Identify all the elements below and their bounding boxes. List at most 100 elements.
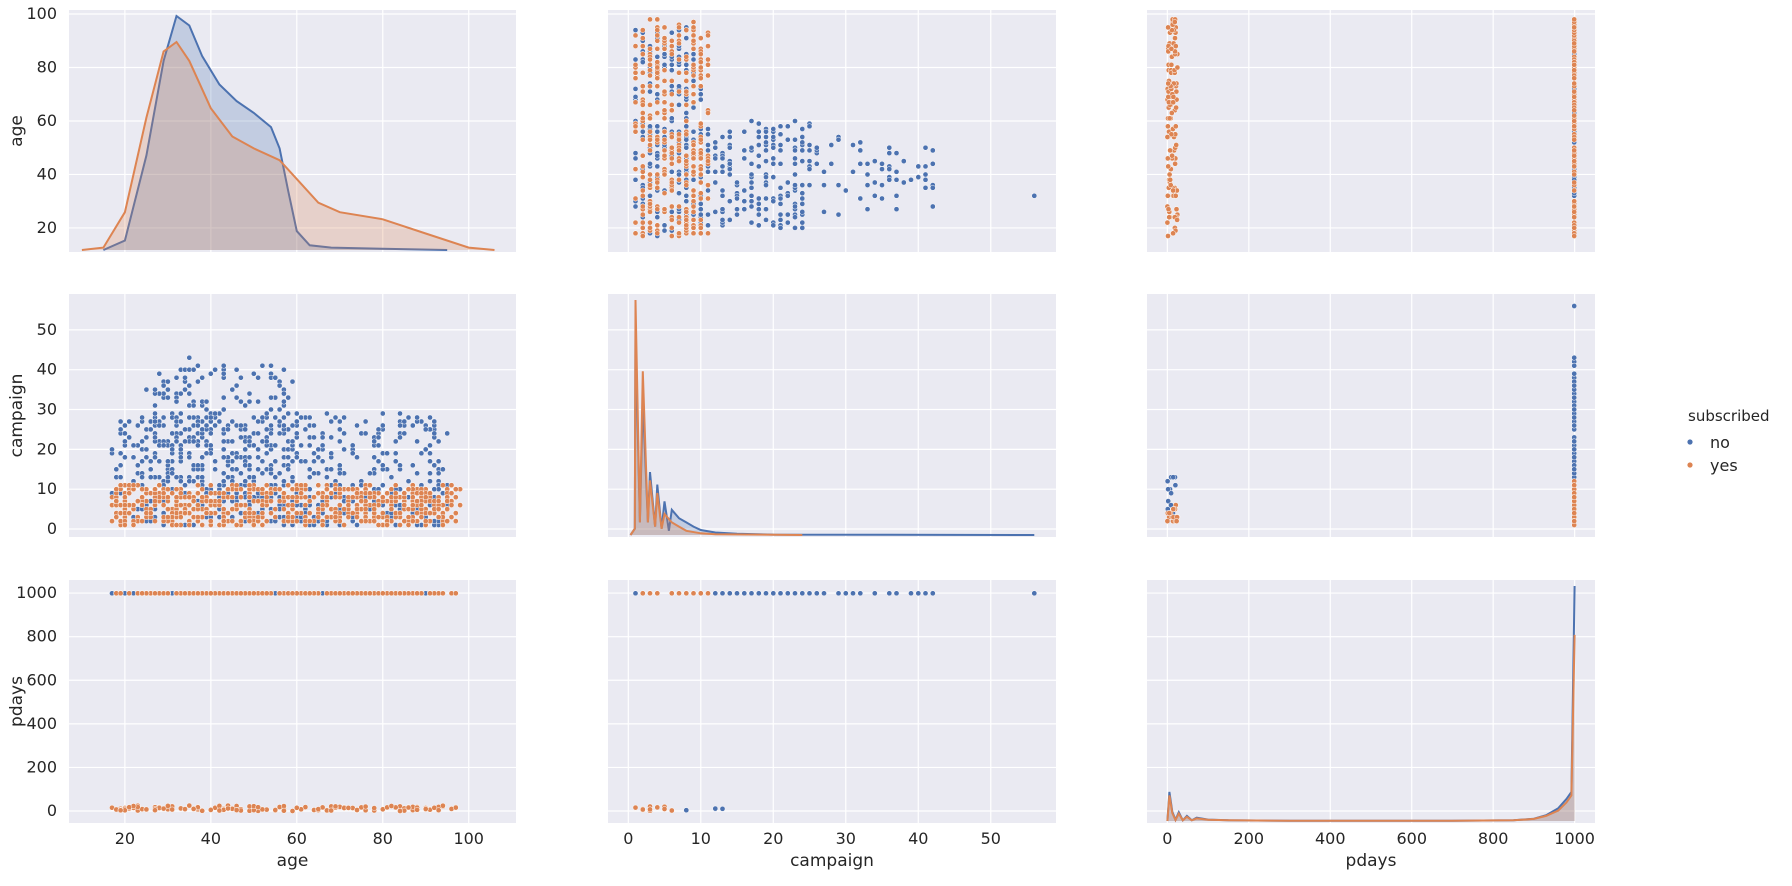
scatter-point-yes: [1165, 123, 1171, 130]
scatter-point-no: [281, 366, 287, 373]
scatter-point-yes: [647, 56, 653, 63]
scatter-point-no: [272, 458, 279, 465]
scatter-point-no: [668, 67, 675, 74]
scatter-point-no: [806, 590, 813, 597]
panel-content: [1147, 585, 1595, 823]
scatter-point-no: [293, 410, 300, 417]
scatter-point-yes: [173, 494, 180, 501]
scatter-point-yes: [697, 195, 704, 202]
scatter-point-yes: [676, 131, 682, 138]
scatter-point-no: [160, 414, 167, 421]
scatter-point-no: [683, 144, 690, 151]
scatter-point-yes: [259, 510, 266, 516]
scatter-point-yes: [354, 506, 360, 512]
scatter-point-no: [654, 214, 661, 221]
scatter-point-yes: [1173, 104, 1179, 111]
scatter-point-yes: [268, 498, 274, 504]
scatter-point-yes: [229, 518, 236, 524]
scatter-point-yes: [207, 498, 214, 504]
scatter-point-yes: [354, 807, 360, 813]
scatter-point-no: [384, 450, 390, 457]
scatter-point-no: [879, 195, 885, 202]
scatter-point-no: [668, 115, 675, 122]
scatter-point-yes: [289, 502, 296, 508]
scatter-point-no: [770, 174, 777, 180]
scatter-point-no: [770, 160, 777, 167]
scatter-point-yes: [676, 56, 682, 63]
y-tick-label-campaign: 20: [37, 439, 57, 458]
scatter-point-yes: [1571, 518, 1578, 524]
scatter-point-no: [311, 422, 317, 429]
scatter-point-yes: [697, 75, 704, 82]
scatter-point-no: [242, 462, 249, 469]
scatter-point-yes: [422, 494, 429, 501]
scatter-point-yes: [354, 514, 360, 520]
scatter-point-no: [328, 466, 335, 473]
scatter-point-no: [147, 458, 154, 465]
scatter-point-no: [813, 160, 820, 167]
scatter-point-no: [427, 442, 433, 449]
scatter-point-no: [719, 590, 726, 597]
scatter-point-no: [915, 590, 922, 597]
scatter-point-yes: [676, 88, 682, 95]
scatter-point-no: [697, 211, 704, 218]
scatter-point-yes: [388, 590, 395, 597]
scatter-point-yes: [452, 486, 459, 493]
scatter-point-no: [427, 414, 433, 421]
scatter-point-yes: [647, 171, 653, 178]
scatter-point-no: [152, 410, 158, 417]
scatter-point-yes: [388, 506, 395, 512]
scatter-point-yes: [397, 808, 403, 814]
scatter-point-no: [276, 470, 283, 477]
x-axis-label-age: age: [277, 851, 309, 871]
scatter-point-no: [792, 214, 798, 221]
scatter-point-no: [212, 458, 218, 465]
scatter-point-no: [298, 414, 304, 421]
scatter-point-yes: [255, 804, 261, 811]
scatter-point-no: [147, 466, 154, 473]
scatter-point-yes: [632, 32, 639, 39]
scatter-point-no: [289, 422, 296, 429]
scatter-point-yes: [281, 807, 287, 814]
scatter-point-no: [328, 450, 335, 457]
scatter-point-yes: [397, 510, 403, 516]
scatter-point-no: [418, 450, 425, 457]
kde-line-yes: [629, 299, 803, 536]
scatter-point-yes: [1571, 16, 1578, 23]
scatter-point-no: [207, 430, 214, 437]
scatter-point-no: [401, 418, 408, 425]
scatter-point-no: [763, 182, 769, 188]
scatter-point-no: [705, 126, 711, 132]
scatter-point-no: [182, 438, 188, 445]
y-axis-label-age: age: [7, 115, 27, 147]
scatter-point-yes: [199, 486, 206, 493]
scatter-point-yes: [690, 45, 697, 52]
scatter-point-yes: [1165, 233, 1171, 239]
scatter-point-yes: [1571, 112, 1578, 119]
scatter-point-yes: [246, 510, 253, 516]
scatter-point-yes: [647, 67, 653, 74]
scatter-point-no: [661, 51, 668, 57]
scatter-point-yes: [1571, 48, 1578, 55]
scatter-point-yes: [1571, 494, 1578, 501]
scatter-point-yes: [683, 222, 690, 229]
scatter-point-no: [697, 206, 704, 213]
scatter-point-yes: [186, 802, 193, 809]
scatter-point-no: [792, 182, 798, 188]
scatter-point-no: [306, 414, 313, 421]
scatter-point-yes: [683, 69, 690, 76]
scatter-point-yes: [315, 490, 322, 497]
scatter-point-no: [276, 406, 283, 413]
scatter-point-yes: [654, 179, 661, 186]
scatter-point-yes: [293, 518, 300, 524]
scatter-point-yes: [639, 88, 646, 95]
scatter-point-yes: [139, 590, 145, 597]
scatter-point-yes: [697, 190, 704, 197]
scatter-point-no: [414, 438, 420, 445]
scatter-point-yes: [173, 522, 180, 528]
panel-campaign-vs-age: 0 10 20 30 40 50 campaign: [7, 294, 516, 538]
scatter-point-no: [1571, 362, 1578, 369]
scatter-point-no: [908, 590, 914, 597]
scatter-point-yes: [233, 482, 240, 489]
scatter-point-no: [755, 211, 762, 218]
